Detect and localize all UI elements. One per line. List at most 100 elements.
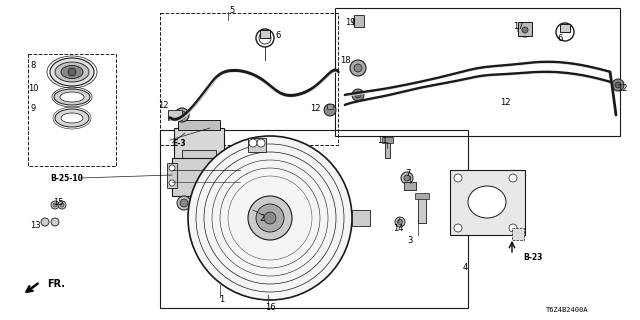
Text: 11: 11 [377,135,387,145]
Bar [168,110,182,120]
Circle shape [195,196,209,210]
Bar [167,163,177,188]
Circle shape [354,64,362,72]
Text: 12: 12 [617,84,627,92]
Circle shape [51,201,59,209]
Text: FR.: FR. [47,279,65,289]
Circle shape [60,203,64,207]
Bar [28,54,116,166]
Circle shape [198,199,206,207]
Bar [354,15,364,27]
Circle shape [395,217,405,227]
Circle shape [175,108,189,122]
Ellipse shape [60,92,84,102]
Text: 6: 6 [557,34,563,43]
Circle shape [169,165,175,171]
Circle shape [51,218,59,226]
Text: 16: 16 [265,303,275,313]
Circle shape [249,139,257,147]
Bar [172,158,240,196]
Circle shape [257,139,265,147]
Ellipse shape [55,62,89,82]
Text: 12: 12 [310,103,320,113]
Ellipse shape [61,113,83,123]
Text: 3: 3 [407,236,413,244]
Circle shape [264,212,276,224]
Bar [260,30,270,38]
Text: 6: 6 [275,30,281,39]
Text: 17: 17 [513,21,524,30]
Bar [404,182,416,190]
Circle shape [216,199,224,207]
Bar [512,228,524,240]
Circle shape [404,175,410,181]
Text: 18: 18 [340,55,350,65]
Bar [518,22,532,36]
Text: 12: 12 [500,98,510,107]
Text: 15: 15 [52,197,63,206]
Circle shape [256,204,284,232]
Text: T6Z4B2400A: T6Z4B2400A [545,307,588,313]
Text: 5: 5 [229,5,235,14]
Text: 9: 9 [30,103,36,113]
Bar [327,104,333,109]
Ellipse shape [55,109,89,127]
Circle shape [180,199,188,207]
Text: 19: 19 [345,18,355,27]
Circle shape [68,68,76,76]
Circle shape [324,104,336,116]
Bar [415,193,429,199]
Circle shape [248,196,292,240]
Circle shape [169,180,175,186]
Circle shape [397,220,403,225]
Circle shape [401,172,413,184]
Ellipse shape [61,66,83,78]
Bar [182,150,216,160]
Text: 10: 10 [28,84,38,92]
Bar [560,24,570,32]
Circle shape [509,224,517,232]
Circle shape [350,60,366,76]
Circle shape [188,136,352,300]
Bar [385,140,390,158]
Bar [335,8,620,136]
Bar [352,210,370,226]
Ellipse shape [468,186,506,218]
Circle shape [177,196,191,210]
Circle shape [213,196,227,210]
Circle shape [355,92,361,98]
Ellipse shape [54,89,90,105]
Circle shape [509,174,517,182]
Circle shape [612,79,624,91]
Circle shape [53,203,57,207]
Circle shape [58,201,66,209]
Circle shape [353,17,363,27]
Bar [418,195,426,223]
Bar [160,13,338,145]
Text: 7: 7 [405,169,411,178]
Circle shape [178,111,186,119]
Bar [382,137,393,143]
Circle shape [518,23,532,37]
Bar [174,128,224,160]
Text: 14: 14 [393,223,403,233]
Text: 2: 2 [259,213,264,222]
Text: 1: 1 [220,295,225,305]
Text: 13: 13 [29,220,40,229]
Bar [160,130,468,308]
Bar [178,120,220,130]
Circle shape [615,82,621,88]
Circle shape [522,27,528,33]
Text: 12: 12 [157,100,168,109]
Circle shape [454,174,462,182]
Bar [248,138,266,152]
Text: E-3: E-3 [172,139,186,148]
Circle shape [454,224,462,232]
Circle shape [352,89,364,101]
Text: B-23: B-23 [523,253,542,262]
Text: 4: 4 [462,263,468,273]
Circle shape [41,218,49,226]
Text: B-25-10: B-25-10 [50,173,83,182]
Ellipse shape [50,58,94,86]
Bar [450,170,525,235]
